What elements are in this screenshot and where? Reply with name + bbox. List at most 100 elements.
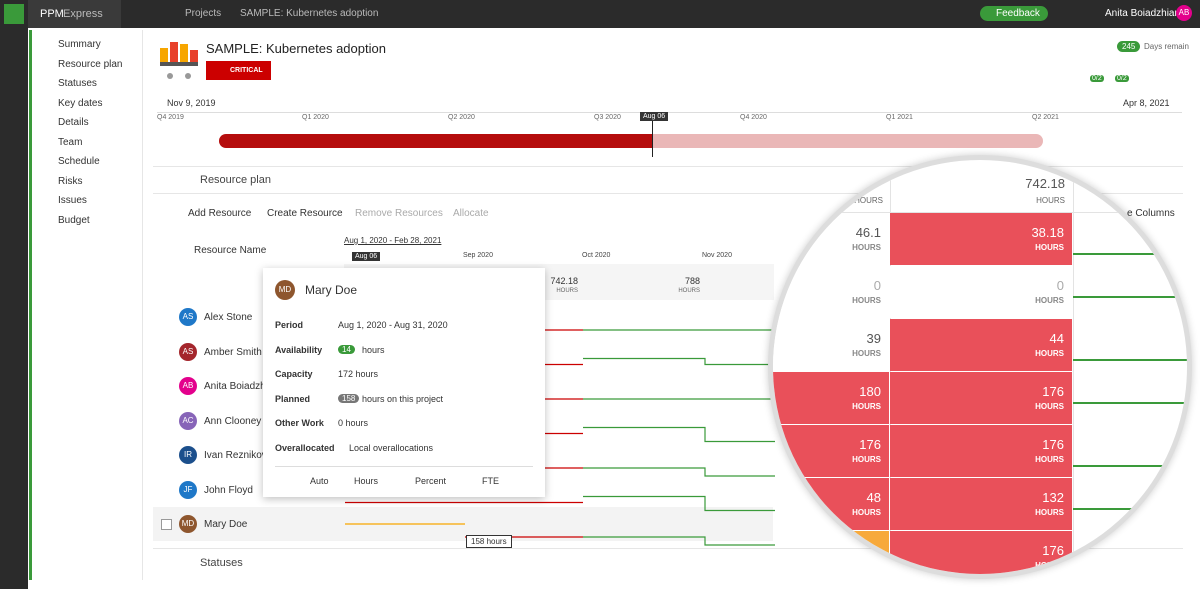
app-name: PPM <box>40 8 64 20</box>
mag-line <box>1073 402 1187 404</box>
popup-value: Aug 1, 2020 - Aug 31, 2020 <box>338 320 448 330</box>
resource-name[interactable]: Ann Clooney <box>204 415 262 427</box>
mag-value: 176 <box>859 437 881 452</box>
popup-option[interactable]: Percent <box>415 476 447 486</box>
resource-name[interactable]: Alex Stone <box>204 312 253 323</box>
mag-line <box>1073 508 1187 510</box>
popup-avatar: MD <box>275 280 295 300</box>
logo <box>4 4 24 24</box>
mag-cell: 176 HOURS <box>890 372 1072 424</box>
quarter-label: Q4 2019 <box>157 114 184 121</box>
popup-label: Overallocated <box>275 443 335 453</box>
toolbar-button[interactable]: Add Resource <box>188 208 252 219</box>
nav-item[interactable]: Details <box>58 117 89 128</box>
name-header[interactable]: Resource Name <box>194 245 267 256</box>
nav-item[interactable]: Key dates <box>58 97 103 109</box>
popup-divider <box>275 466 533 467</box>
mag-unit: HOURS <box>852 455 881 464</box>
mag-line <box>1073 359 1187 361</box>
mag-cell: 132 HOURS <box>890 478 1072 530</box>
nav-item[interactable]: Resource plan <box>58 58 123 70</box>
breadcrumb[interactable]: SAMPLE: Kubernetes adoption <box>240 8 379 19</box>
user-avatar[interactable]: AB <box>1176 5 1192 21</box>
magnifier: HOURS 742.18 HOURS 46.1 HOURS 38.18 HOURS 0 HOUR… <box>768 155 1192 579</box>
row-checkbox[interactable] <box>161 519 172 530</box>
month-label: Sep 2020 <box>463 252 493 259</box>
resource-name[interactable]: Anita Boiadzhian <box>204 381 280 392</box>
nav-item[interactable]: Statuses <box>58 78 97 89</box>
resource-avatar: AS <box>179 342 197 361</box>
feedback-button[interactable]: Feedback <box>980 6 1048 21</box>
mag-value: 176 <box>1042 437 1064 452</box>
columns-button[interactable]: e Columns <box>1127 208 1175 219</box>
mag-cell: 46.1 HOURS <box>773 213 889 265</box>
breadcrumb[interactable]: Projects <box>185 8 222 19</box>
mag-value: 176 <box>1042 384 1064 399</box>
nav-item[interactable]: Budget <box>58 214 90 226</box>
column-unit: HOURS <box>678 288 700 294</box>
allocation-line <box>583 536 775 546</box>
column-unit: HOURS <box>556 288 578 294</box>
mag-value: 0 <box>1056 278 1064 293</box>
mag-unit: HOURS <box>1035 508 1064 517</box>
mag-cell: 48 HOURS <box>773 478 889 530</box>
popup-badge: 158 <box>338 393 360 403</box>
popup-label: Availability <box>275 344 323 355</box>
resource-avatar: AC <box>179 411 197 430</box>
toolbar-button[interactable]: Create Resource <box>267 208 343 219</box>
popup: MD Mary Doe Period Aug 1, 2020 - Aug 31, 20… <box>263 268 545 497</box>
popup-value: hours on this project <box>362 393 444 404</box>
today-line <box>652 112 653 157</box>
resource-name[interactable]: Ivan Reznikov <box>204 450 267 461</box>
popup-label: Capacity <box>275 369 313 380</box>
mag-line <box>1073 296 1187 298</box>
mag-value: 38.18 <box>1031 225 1064 240</box>
user-name: Anita Boiadzhian <box>1105 8 1181 19</box>
popup-option[interactable]: FTE <box>482 476 499 486</box>
side-rail <box>0 0 28 589</box>
allocation-line <box>583 495 775 512</box>
section-title: Resource plan <box>200 174 271 186</box>
mag-unit: HOURS <box>852 402 881 411</box>
nav-item[interactable]: Team <box>58 136 83 148</box>
month-label: Oct 2020 <box>582 252 611 259</box>
mag-unit: HOURS <box>1035 402 1064 411</box>
timeline-end: Apr 8, 2021 <box>1123 98 1170 108</box>
toolbar-button[interactable]: Allocate <box>453 208 489 219</box>
mag-line <box>1073 253 1187 255</box>
mag-line <box>1073 571 1187 573</box>
mag-unit: HOURS <box>852 243 881 252</box>
popup-badge: 14 <box>338 344 355 354</box>
date-range[interactable]: Aug 1, 2020 - Feb 28, 2021 <box>344 236 442 245</box>
popup-option[interactable]: Hours <box>354 476 379 486</box>
nav-item[interactable]: Summary <box>58 39 101 50</box>
column-total: 742.18 <box>550 276 578 286</box>
popup-option[interactable]: Auto <box>310 476 329 486</box>
col-divider <box>1073 160 1074 574</box>
mag-value: 46.1 <box>855 225 881 240</box>
mag-total: 742.18 <box>1025 176 1065 191</box>
nav-item[interactable]: Schedule <box>58 156 100 167</box>
timeline-axis <box>157 112 1182 113</box>
nav-item[interactable]: Risks <box>58 175 83 187</box>
quarter-label: Q3 2020 <box>594 114 621 121</box>
mag-unit: HOURS <box>1036 196 1065 205</box>
resource-name[interactable]: John Floyd <box>204 484 253 496</box>
toolbar-button[interactable]: Remove Resources <box>355 208 443 219</box>
nav-item[interactable]: Issues <box>58 195 87 206</box>
days-label: Days remain <box>1144 42 1189 51</box>
mag-cell: 176 HOURS <box>890 425 1072 477</box>
allocation-line <box>583 467 775 477</box>
timeline-start: Nov 9, 2019 <box>167 98 216 108</box>
divider <box>153 548 1183 549</box>
popup-value: Local overallocations <box>349 443 434 453</box>
popup-name: Mary Doe <box>305 283 358 297</box>
resource-avatar: AB <box>179 377 197 395</box>
resource-name[interactable]: Amber Smith <box>204 346 262 358</box>
popup-label: Planned <box>275 393 311 404</box>
mag-value: 176 <box>1042 543 1064 558</box>
resource-name[interactable]: Mary Doe <box>204 519 248 530</box>
mag-cell: 39 HOURS <box>773 319 889 371</box>
column-total: 788 <box>684 276 700 286</box>
app-name-suffix: Express <box>63 8 103 20</box>
